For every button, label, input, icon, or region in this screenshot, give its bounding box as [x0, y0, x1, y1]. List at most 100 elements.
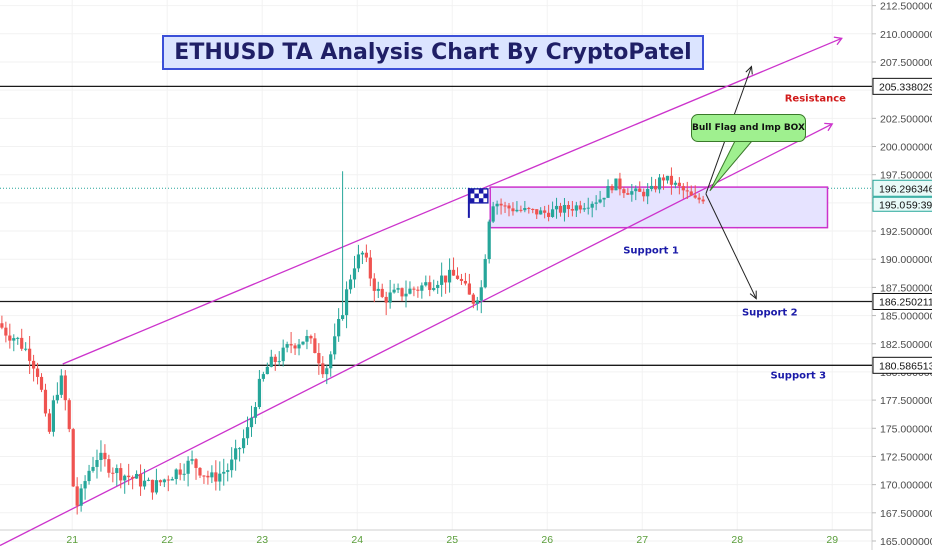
- candle-body: [463, 280, 468, 284]
- channel-arrowhead: [824, 122, 834, 132]
- flag-check: [483, 193, 488, 199]
- flag-check: [469, 198, 475, 203]
- candle-body: [689, 191, 693, 196]
- candle-body: [91, 466, 95, 471]
- candle-body: [507, 205, 511, 209]
- candle-body: [479, 287, 483, 301]
- flag-check: [474, 193, 479, 199]
- candle-body: [269, 356, 273, 367]
- candle-body: [119, 468, 123, 481]
- candle-body: [245, 427, 250, 439]
- candle-body: [550, 209, 555, 217]
- candle-body: [677, 182, 681, 187]
- candle-body: [598, 199, 602, 203]
- candle-body: [483, 259, 487, 288]
- price-tick-label: 175.000000: [880, 423, 932, 435]
- candle-body: [475, 300, 479, 304]
- price-tags: 205.338029 186.250211 180.586513 196.296346…: [872, 77, 932, 374]
- time-tick-label: 28: [731, 534, 743, 546]
- candle-body: [103, 452, 107, 460]
- candle-body: [309, 335, 313, 339]
- candle-body: [646, 189, 650, 197]
- candle-body: [594, 202, 598, 204]
- price-tick-label: 212.500000: [880, 1, 932, 13]
- candle-body: [261, 374, 265, 379]
- candle-body: [396, 288, 400, 290]
- candle-body: [451, 269, 456, 276]
- candle-body: [87, 470, 91, 482]
- candle-body: [626, 193, 630, 195]
- candle-body: [535, 209, 539, 215]
- candle-body: [570, 209, 574, 211]
- channel-lines: [0, 36, 843, 547]
- candle-body: [257, 378, 262, 408]
- candle-body: [634, 188, 638, 192]
- candle-body: [123, 475, 127, 481]
- candle-body: [455, 275, 460, 279]
- flag-check: [478, 198, 484, 203]
- candle-body: [428, 282, 432, 290]
- candle-body: [95, 460, 99, 467]
- price-tick-label: 167.500000: [880, 508, 932, 520]
- candle-body: [24, 348, 28, 350]
- price-tick-label: 170.000000: [880, 480, 932, 492]
- candle-body: [578, 205, 582, 210]
- candle-body: [63, 375, 67, 401]
- candle-body: [321, 363, 325, 375]
- candle-body: [317, 352, 321, 364]
- candle-body: [495, 203, 499, 207]
- candle-body: [610, 186, 614, 191]
- candle-body: [630, 191, 634, 195]
- candle-body: [210, 472, 214, 478]
- candle-body: [364, 252, 368, 258]
- candle-body: [47, 413, 52, 432]
- time-tick-label: 26: [541, 534, 553, 546]
- level-price-tag-bg: [872, 356, 932, 374]
- candle-body: [380, 288, 384, 297]
- candle-body: [43, 389, 48, 414]
- candle-body: [344, 289, 349, 316]
- candle-body: [467, 283, 471, 295]
- time-tick-label: 24: [351, 534, 363, 546]
- candle-body: [412, 288, 416, 290]
- candle-body: [305, 335, 309, 342]
- candle-body: [51, 400, 56, 432]
- price-tick-label: 210.000000: [880, 29, 932, 41]
- flag-icon: [467, 187, 489, 218]
- candle-body: [31, 360, 36, 369]
- candle-body: [388, 292, 392, 303]
- candle-body: [400, 288, 404, 297]
- price-tick-label: 182.500000: [880, 339, 932, 351]
- channel-lower-line: [0, 123, 833, 547]
- chart-title: ETHUSD TA Analysis Chart By CryptoPatel: [162, 35, 704, 70]
- candle-body: [79, 488, 83, 506]
- candle-body: [348, 279, 353, 290]
- candle-body: [665, 175, 670, 181]
- candle-body: [341, 315, 345, 319]
- candle-body: [166, 479, 170, 481]
- candle-body: [12, 338, 16, 341]
- candle-body: [562, 204, 567, 213]
- candle-body: [28, 348, 32, 361]
- candle-body: [146, 479, 151, 481]
- channel-arrowhead: [833, 36, 843, 46]
- candle-body: [273, 356, 277, 362]
- flag-check: [469, 188, 475, 194]
- candle-body: [372, 278, 376, 291]
- candle-body: [566, 204, 571, 210]
- time-tick-label: 21: [66, 534, 78, 546]
- candle-body: [111, 472, 115, 474]
- candle-body: [142, 480, 147, 487]
- candle-body: [408, 288, 412, 294]
- channel-upper-line: [62, 37, 842, 365]
- candle-body: [685, 190, 689, 192]
- candle-body: [226, 470, 230, 472]
- candle-body: [297, 344, 301, 349]
- candle-body: [170, 479, 174, 481]
- candle-body: [424, 282, 428, 286]
- candle-body: [523, 207, 527, 211]
- candle-body: [20, 337, 24, 349]
- candle-body: [360, 252, 365, 255]
- candle-body: [606, 186, 610, 198]
- candle-body: [444, 275, 448, 283]
